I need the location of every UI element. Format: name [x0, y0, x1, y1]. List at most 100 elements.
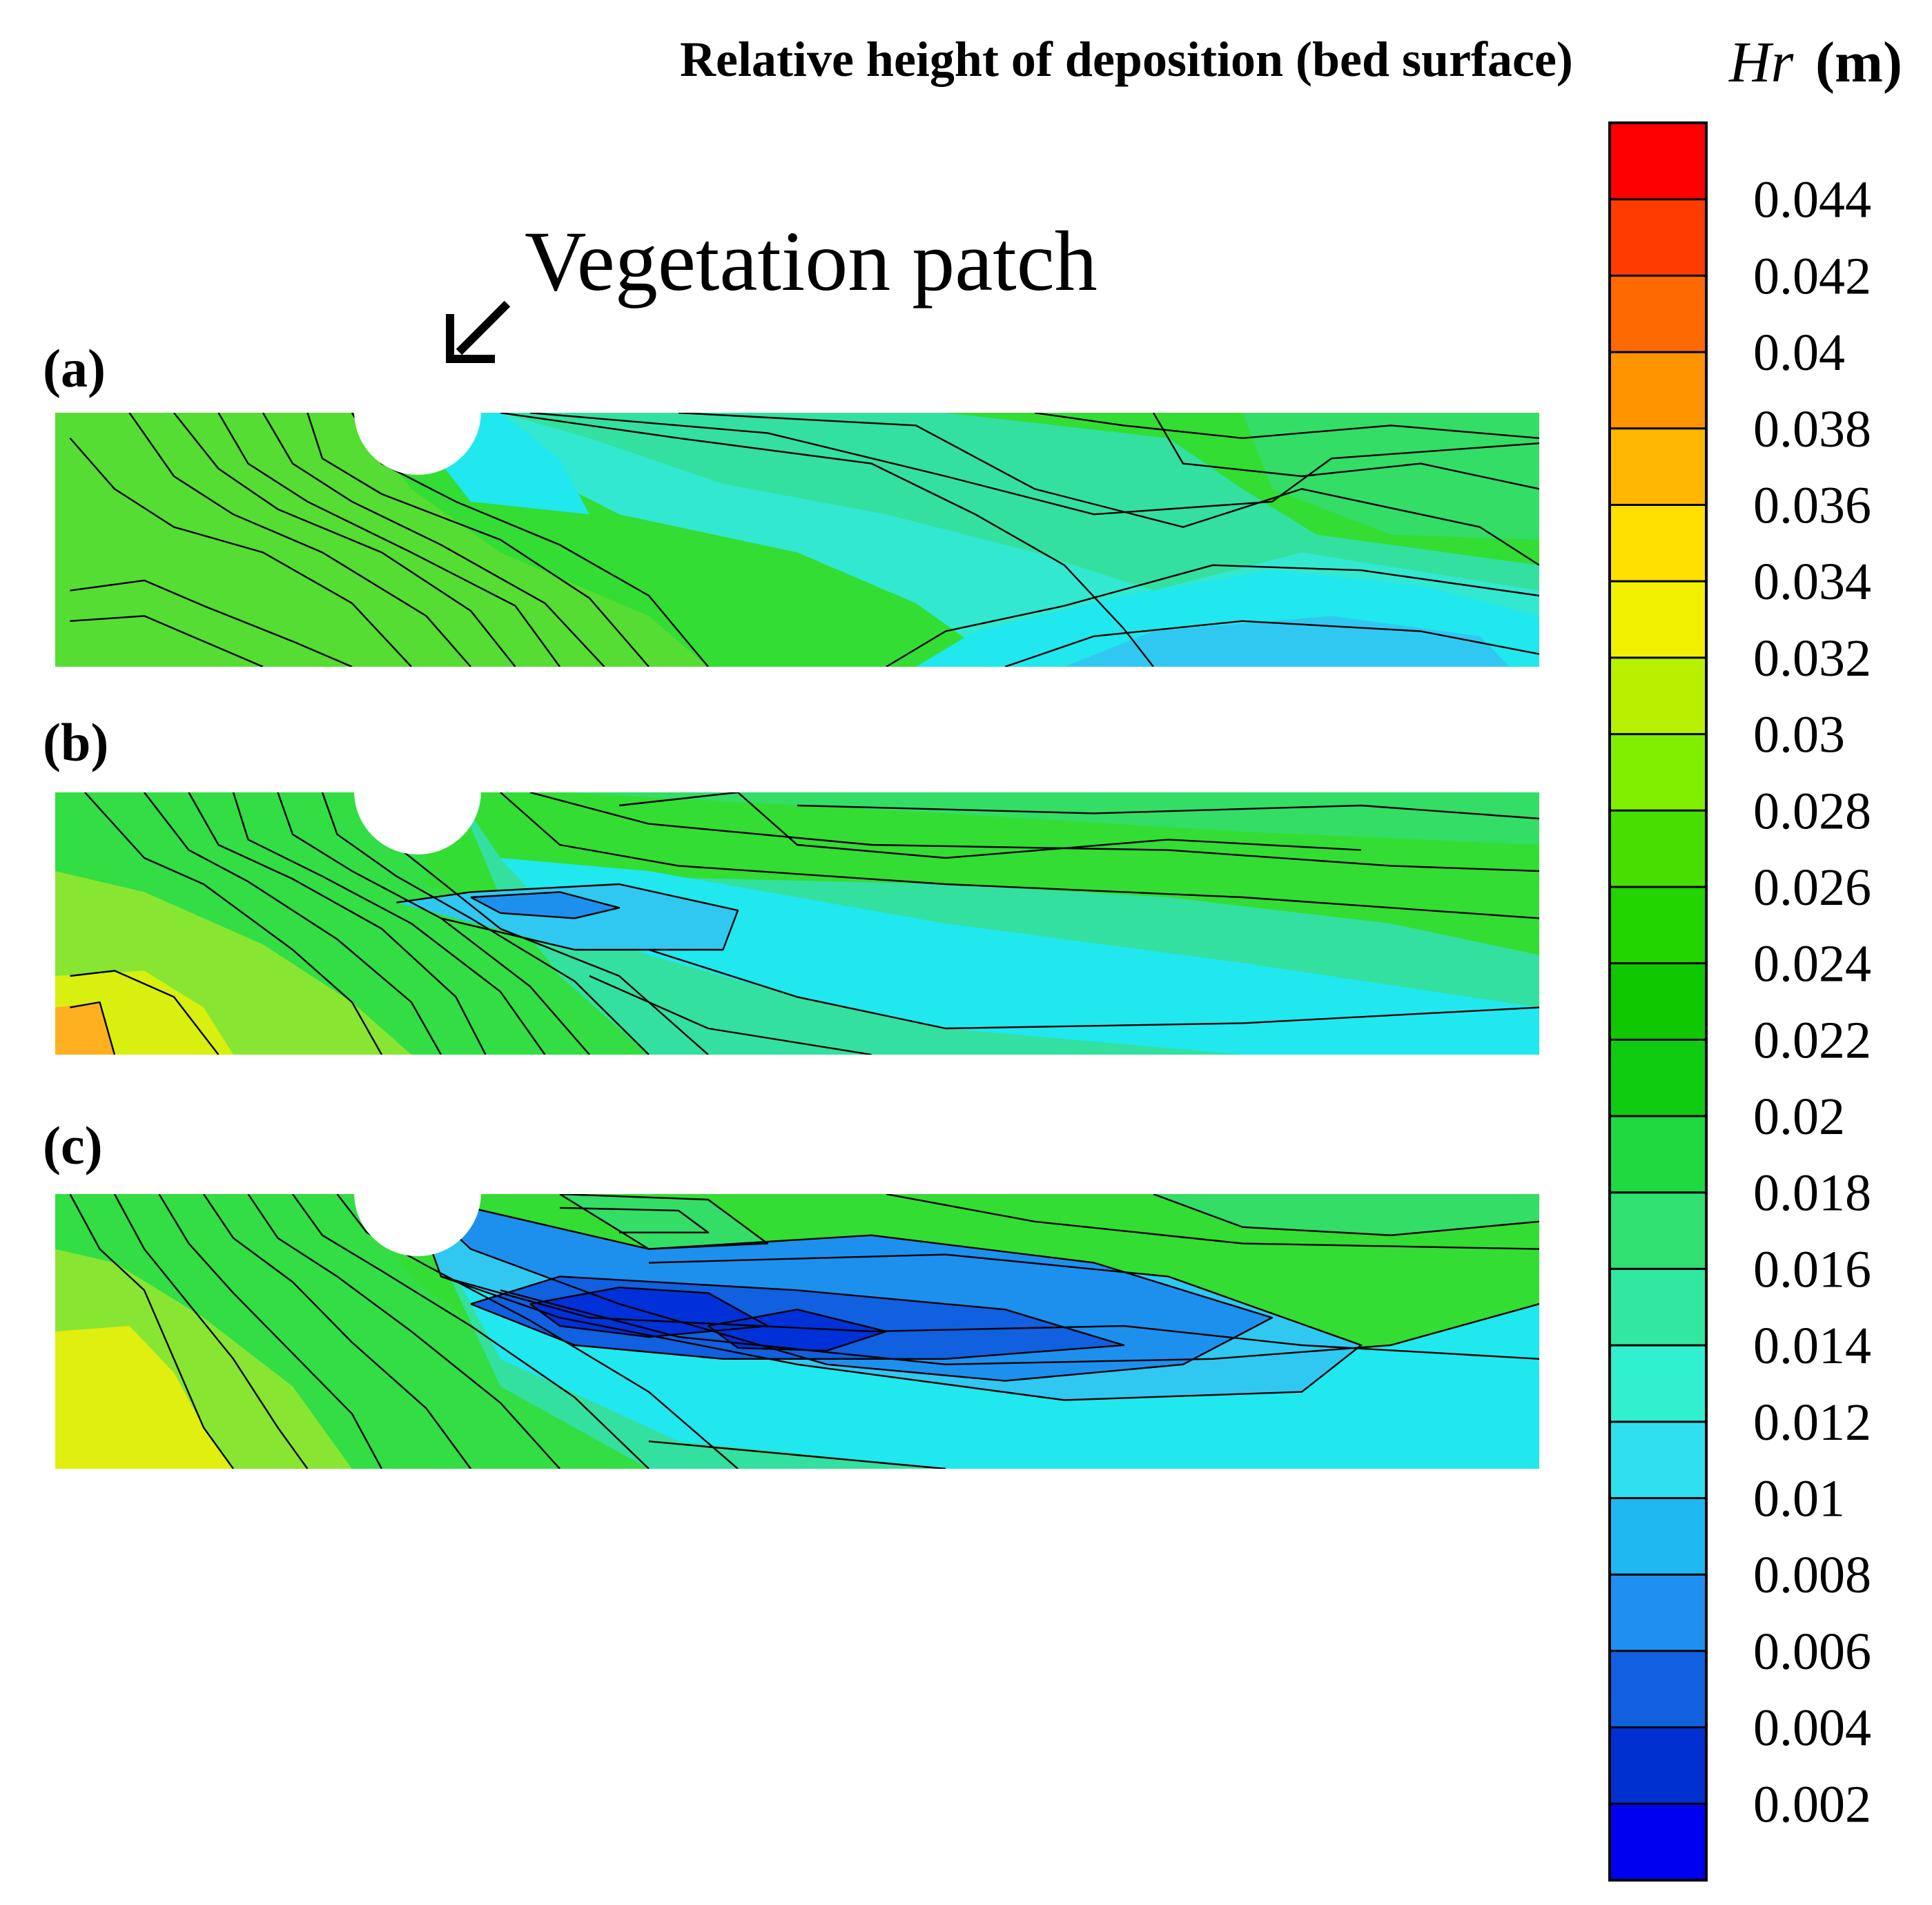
colorbar-swatch: [1610, 1574, 1706, 1652]
contour-line: [70, 615, 264, 667]
contour-band: [1153, 1194, 1539, 1235]
contour-line: [708, 1308, 888, 1352]
colorbar-swatch: [1610, 428, 1706, 505]
contour-line: [144, 792, 442, 1055]
colorbar-tick-label: 0.038: [1753, 400, 1871, 458]
contour-line: [217, 413, 560, 667]
colorbar-tick-label: 0.006: [1753, 1623, 1871, 1681]
vegetation-patch: [354, 791, 481, 854]
contour-line: [470, 1276, 1125, 1360]
colorbar-tick-label: 0.014: [1753, 1317, 1871, 1375]
contour-line: [262, 413, 605, 667]
contour-band: [708, 1309, 886, 1351]
contour-line: [247, 1194, 560, 1469]
colorbar-tick-label: 0.018: [1753, 1164, 1871, 1222]
contour-line: [529, 792, 1539, 872]
contour-band: [560, 1194, 768, 1249]
colorbar-tick-label: 0.02: [1753, 1088, 1845, 1146]
panel-label-a: (a): [43, 338, 106, 398]
colorbar-tick-label: 0.03: [1753, 706, 1845, 764]
contour-line: [589, 975, 872, 1055]
contour-line: [188, 792, 487, 1055]
colorbar-swatch: [1610, 1039, 1706, 1117]
colorbar-swatch: [1610, 199, 1706, 276]
contour-band: [456, 413, 1539, 540]
contour-line: [648, 948, 1539, 1030]
contour-line: [559, 1194, 769, 1250]
contour-line: [173, 413, 516, 667]
contour-line: [70, 970, 219, 1055]
colorbar-tick-label: 0.016: [1753, 1240, 1871, 1298]
colorbar-tick-label: 0.026: [1753, 859, 1871, 917]
contour-band: [411, 1194, 1539, 1469]
contour-line: [618, 792, 1362, 859]
contour-line: [678, 413, 1539, 566]
contour-band: [55, 1002, 115, 1055]
contour-line: [69, 438, 412, 667]
contour-line: [559, 1206, 710, 1233]
contour-line: [336, 1194, 739, 1469]
colorbar-swatch: [1610, 1192, 1706, 1269]
contour-line: [203, 1194, 471, 1469]
contour-line: [84, 792, 383, 1055]
vegetation-patch: [354, 1193, 481, 1256]
contour-line: [292, 1194, 650, 1469]
colorbar-tick-label: 0.022: [1753, 1011, 1871, 1069]
contour-line: [500, 1289, 1539, 1366]
contour-line: [232, 792, 546, 1055]
vegetation-patch: [354, 411, 481, 475]
colorbar-swatch: [1610, 886, 1706, 964]
contour-line: [1004, 620, 1539, 667]
contour-panel-b: [55, 791, 1539, 1055]
colorbar-swatch: [1610, 810, 1706, 888]
colorbar-swatch: [1610, 352, 1706, 429]
contour-panel-a: [55, 411, 1539, 667]
panel-label-c: (c): [43, 1115, 103, 1175]
contour-line: [113, 1194, 309, 1469]
contour-band: [55, 1326, 233, 1469]
contour-line: [1034, 413, 1539, 439]
colorbar-symbol: Hr: [1728, 30, 1794, 95]
colorbar-tick-labels: 0.044 0.042 0.04 0.038 0.036 0.034 0.032 0.03 0.…: [1753, 171, 1871, 1834]
contour-line: [500, 413, 1154, 667]
colorbar-tick-label: 0.012: [1753, 1394, 1871, 1452]
contour-band: [1064, 616, 1510, 667]
contour-line: [470, 891, 621, 919]
colorbar-frame: [1608, 121, 1708, 1882]
colorbar-tick-label: 0.032: [1753, 629, 1871, 687]
colorbar-tick-label: 0.01: [1753, 1470, 1845, 1528]
colorbar-swatch: [1610, 581, 1706, 658]
colorbar-title: Relative height of deposition (bed surfa…: [680, 32, 1573, 87]
colorbar-swatch: [1610, 1116, 1706, 1193]
contour-band: [500, 858, 1539, 1055]
colorbar-swatch: [1610, 963, 1706, 1040]
colorbar-swatch: [1610, 657, 1706, 735]
colorbar-tick-label: 0.002: [1753, 1775, 1871, 1833]
colorbar-tick-label: 0.042: [1753, 247, 1871, 305]
colorbar-tick-label: 0.024: [1753, 935, 1871, 993]
colorbar-tick-label: 0.008: [1753, 1546, 1871, 1604]
colorbar-tick-label: 0.004: [1753, 1699, 1871, 1757]
contour-line: [440, 1276, 1539, 1360]
contour-line: [306, 413, 650, 667]
contour-line: [1153, 1194, 1539, 1236]
colorbar-tick-label: 0.044: [1753, 171, 1871, 229]
colorbar-swatch: [1610, 505, 1706, 582]
colorbar-swatch: [1610, 1269, 1706, 1346]
contour-line: [886, 564, 1539, 667]
colorbar-swatch: [1610, 1498, 1706, 1575]
colorbar: [1608, 121, 1708, 1882]
contour-line: [410, 1194, 1363, 1401]
contour-line: [69, 1194, 234, 1469]
colorbar-swatch: [1610, 1650, 1706, 1728]
colorbar-swatch: [1610, 275, 1706, 353]
contour-line: [70, 579, 353, 667]
colorbar-swatch: [1610, 123, 1706, 200]
vegetation-patch-annotation: Vegetation patch: [525, 214, 1097, 309]
contour-line: [128, 413, 471, 667]
colorbar-swatch: [1610, 734, 1706, 811]
colorbar-tick-label: 0.034: [1753, 553, 1871, 611]
contour-line: [529, 413, 1539, 516]
contour-line: [648, 1440, 946, 1469]
